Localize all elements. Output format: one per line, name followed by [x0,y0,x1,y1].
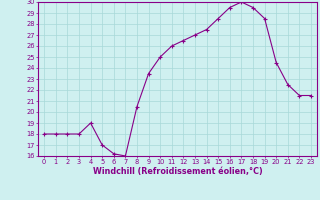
X-axis label: Windchill (Refroidissement éolien,°C): Windchill (Refroidissement éolien,°C) [93,167,262,176]
